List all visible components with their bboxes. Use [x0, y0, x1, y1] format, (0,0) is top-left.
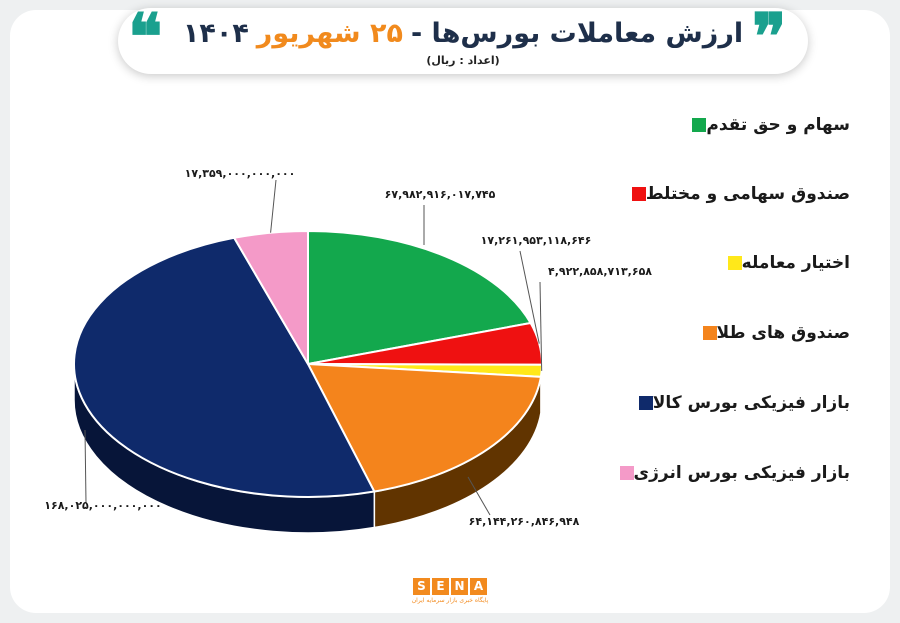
legend-swatch — [702, 326, 717, 340]
data-label-5: ۱۷,۳۵۹,۰۰۰,۰۰۰,۰۰۰ — [185, 167, 296, 180]
legend-item: سهام و حق تقدم — [664, 110, 850, 140]
legend-item: صندوق های طلا — [675, 318, 850, 348]
legend-label: صندوق سهامی و مختلط — [645, 184, 850, 204]
legend-item: بازار فیزیکی بورس کالا — [611, 388, 850, 418]
open-quote-icon: ❝ — [128, 0, 163, 75]
pie-slice-3 — [307, 363, 542, 493]
leader-line-1 — [519, 250, 540, 344]
legend-item: اختیار معامله — [700, 248, 850, 278]
close-quote-icon: ❞ — [752, 0, 787, 75]
legend-label: اختیار معامله — [741, 253, 850, 273]
units-subtitle: (اعداد : ریال) — [426, 54, 500, 67]
title-date: ۲۵ شهریور — [256, 17, 403, 49]
legend-swatch — [631, 187, 646, 201]
title-main: ارزش معاملات بورس‌ها - — [410, 17, 744, 49]
legend-swatch — [638, 396, 653, 410]
data-label-1: ۱۷,۲۶۱,۹۵۳,۱۱۸,۶۴۶ — [481, 234, 592, 247]
title-year: ۱۴۰۴ — [182, 17, 249, 49]
legend-item: بازار فیزیکی بورس انرژی — [592, 458, 850, 488]
data-label-2: ۴,۹۲۲,۸۵۸,۷۱۳,۶۵۸ — [548, 265, 652, 278]
legend-item: صندوق سهامی و مختلط — [604, 179, 850, 209]
leader-line-5 — [270, 179, 277, 233]
data-label-3: ۶۴,۱۴۴,۲۶۰,۸۴۶,۹۴۸ — [469, 515, 580, 528]
pie-slice-0 — [307, 230, 532, 365]
leader-line-2 — [539, 281, 543, 371]
legend-swatch — [692, 118, 707, 132]
pie-slice-4 — [73, 236, 376, 498]
legend-swatch — [619, 466, 634, 480]
leader-line-4 — [84, 429, 87, 504]
logo-letter: S — [413, 578, 430, 595]
logo-tagline: پایگاه خبری بازار سرمایه ایران — [411, 597, 489, 604]
legend-label: سهام و حق تقدم — [706, 115, 850, 135]
logo-letter: E — [432, 578, 449, 595]
logo-letter: N — [451, 578, 468, 595]
data-label-4: ۱۶۸,۰۲۵,۰۰۰,۰۰۰,۰۰۰ — [44, 499, 161, 512]
legend-label: صندوق های طلا — [716, 323, 850, 343]
legend-swatch — [727, 256, 742, 270]
logo-letter: A — [470, 578, 487, 595]
pie-slice-5 — [233, 230, 309, 365]
leader-line-3 — [467, 476, 491, 516]
legend-label: بازار فیزیکی بورس کالا — [652, 393, 850, 413]
title-banner: ارزش معاملات بورس‌ها - ۲۵ شهریور ۱۴۰۴ (ا… — [118, 8, 808, 74]
data-label-0: ۶۷,۹۸۲,۹۱۶,۰۱۷,۷۴۵ — [385, 188, 496, 201]
page-title: ارزش معاملات بورس‌ها - ۲۵ شهریور ۱۴۰۴ — [118, 12, 808, 54]
legend-label: بازار فیزیکی بورس انرژی — [633, 463, 850, 483]
